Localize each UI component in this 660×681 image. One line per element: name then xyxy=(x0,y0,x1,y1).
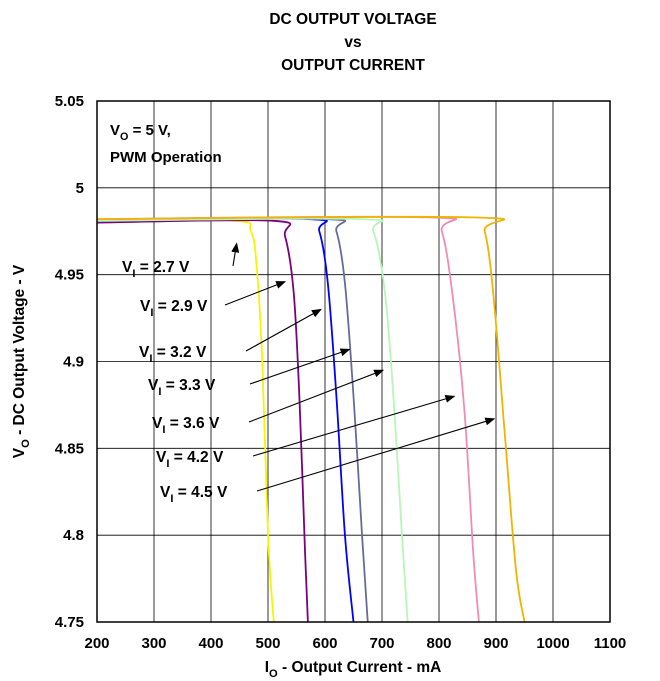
y-axis-label-main: V xyxy=(11,447,28,458)
chart-title-line: DC OUTPUT VOLTAGE xyxy=(269,11,436,28)
series-label-4-sub: I xyxy=(158,386,161,398)
series-label-3-main: V xyxy=(139,344,150,361)
series-label-4-rest: = 3.3 V xyxy=(161,377,216,394)
series-line-2 xyxy=(97,219,309,622)
series-label-2-rest: = 2.9 V xyxy=(153,298,208,315)
series-line-3 xyxy=(97,217,355,622)
x-tick-label: 900 xyxy=(483,635,508,652)
series-label-6: VI = 4.2 V xyxy=(156,449,224,470)
y-tick-label: 4.9 xyxy=(63,354,84,371)
x-tick-label: 700 xyxy=(369,635,394,652)
series-arrow-2 xyxy=(224,281,287,306)
y-axis-label: VO - DC Output Voltage - V xyxy=(11,264,32,458)
y-tick-label: 4.85 xyxy=(55,440,84,457)
y-tick-label: 4.95 xyxy=(55,267,84,284)
x-axis-label-main: I xyxy=(265,659,269,676)
y-tick-label: 4.75 xyxy=(55,614,84,631)
series-label-1-main: V xyxy=(122,259,133,276)
condition-text-2: PWM Operation xyxy=(110,149,222,166)
series-label-5-rest: = 3.6 V xyxy=(165,415,220,432)
series-curves xyxy=(97,215,526,622)
series-label-3-rest: = 3.2 V xyxy=(152,344,207,361)
x-tick-label: 1000 xyxy=(536,635,569,652)
series-label-6-sub: I xyxy=(166,458,169,470)
condition-text-1-main: V xyxy=(110,122,120,139)
grid xyxy=(97,101,610,622)
y-tick-label: 5.05 xyxy=(55,93,84,110)
series-label-7-main: V xyxy=(160,484,171,501)
x-tick-label: 800 xyxy=(426,635,451,652)
x-tick-label: 300 xyxy=(141,635,166,652)
series-labels: VI = 2.7 VVI = 2.9 VVI = 3.2 VVI = 3.3 V… xyxy=(122,242,496,505)
condition-text-1: VO = 5 V, xyxy=(110,122,171,143)
series-arrow-7 xyxy=(256,417,496,492)
x-axis-label-sub: O xyxy=(269,668,278,680)
chart-title-line: vs xyxy=(344,34,361,51)
y-tick-label: 4.8 xyxy=(63,527,84,544)
series-arrow-4 xyxy=(249,348,351,385)
x-tick-label: 1100 xyxy=(594,635,627,652)
series-label-6-main: V xyxy=(156,449,167,466)
series-arrow-5 xyxy=(248,369,385,423)
x-tick-label: 600 xyxy=(312,635,337,652)
plot-frame xyxy=(96,100,611,623)
series-label-1: VI = 2.7 V xyxy=(122,259,190,280)
x-tick-label: 200 xyxy=(84,635,109,652)
series-arrow-1 xyxy=(231,242,240,267)
y-tick-label: 5 xyxy=(76,180,84,197)
x-axis-label: IO - Output Current - mA xyxy=(265,659,442,680)
y-axis-label-rest: - DC Output Voltage - V xyxy=(11,264,28,439)
series-label-6-rest: = 4.2 V xyxy=(169,449,224,466)
x-tick-label: 500 xyxy=(255,635,280,652)
condition-text-1-rest: = 5 V, xyxy=(128,122,170,139)
series-arrow-6 xyxy=(252,394,456,457)
series-label-2: VI = 2.9 V xyxy=(140,298,208,319)
series-label-1-sub: I xyxy=(132,268,135,280)
series-label-3: VI = 3.2 V xyxy=(139,344,207,365)
series-label-3-sub: I xyxy=(149,353,152,365)
series-label-5-main: V xyxy=(152,415,163,432)
series-arrow-3 xyxy=(245,308,322,352)
series-label-5-sub: I xyxy=(162,424,165,436)
x-axis-label-rest: - Output Current - mA xyxy=(278,659,442,676)
series-label-7-rest: = 4.5 V xyxy=(173,484,228,501)
series-line-5 xyxy=(97,217,409,622)
y-axis-label-sub: O xyxy=(20,439,32,448)
series-label-2-main: V xyxy=(140,298,151,315)
condition-text-2-rest: PWM Operation xyxy=(110,149,222,166)
series-line-7 xyxy=(97,215,526,622)
series-label-7: VI = 4.5 V xyxy=(160,484,228,505)
series-label-7-sub: I xyxy=(170,493,173,505)
x-tick-label: 400 xyxy=(198,635,223,652)
series-label-1-rest: = 2.7 V xyxy=(135,259,190,276)
series-label-2-sub: I xyxy=(150,307,153,319)
series-label-5: VI = 3.6 V xyxy=(152,415,220,436)
series-label-4: VI = 3.3 V xyxy=(148,377,216,398)
series-label-4-main: V xyxy=(148,377,159,394)
chart-title-line: OUTPUT CURRENT xyxy=(281,57,425,74)
condition-text-1-sub: O xyxy=(120,131,128,143)
